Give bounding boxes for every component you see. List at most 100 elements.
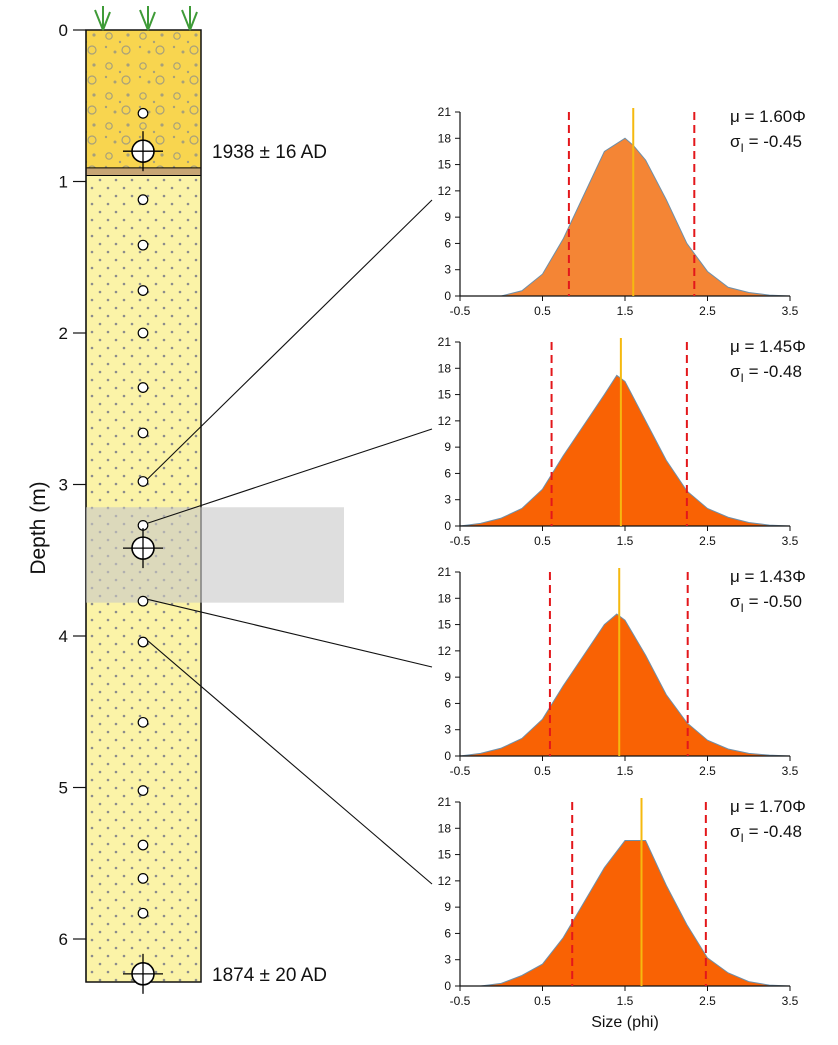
sample-point <box>137 636 149 648</box>
sample-point <box>137 194 149 206</box>
x-tick-label: 2.5 <box>699 304 716 318</box>
sorting-stat-label: σI = -0.48 <box>730 362 802 385</box>
y-tick-label: 15 <box>438 848 452 862</box>
sample-connector-line <box>146 598 433 668</box>
sample-point <box>137 785 149 796</box>
depth-tick-label: 4 <box>59 627 68 646</box>
sample-point <box>137 716 149 728</box>
sample-connector-line <box>146 639 433 885</box>
x-tick-label: 2.5 <box>699 764 716 778</box>
y-tick-label: 12 <box>438 184 452 198</box>
grain-size-chart-2: 0 3 6 9 12 15 18 21 -0.5 0.5 1.5 2.5 3.5 μ = 1.45Φ σI … <box>438 335 806 548</box>
y-tick-label: 18 <box>438 361 452 375</box>
mean-stat-label: μ = 1.43Φ <box>730 567 806 586</box>
sample-point <box>137 285 149 296</box>
dated-sample-marker <box>123 131 163 172</box>
sigma-subscript: I <box>741 831 744 845</box>
y-tick-label: 12 <box>438 644 452 658</box>
sorting-value: = -0.48 <box>744 362 802 381</box>
y-tick-label: 0 <box>444 749 451 763</box>
y-tick-label: 21 <box>438 105 452 119</box>
y-tick-label: 18 <box>438 821 452 835</box>
y-tick-label: 21 <box>438 795 452 809</box>
y-tick-label: 6 <box>444 696 451 710</box>
dated-sample-marker <box>123 953 163 994</box>
y-tick-label: 12 <box>438 874 452 888</box>
y-tick-label: 12 <box>438 414 452 428</box>
x-tick-label: -0.5 <box>450 994 471 1008</box>
distribution-area <box>460 137 791 297</box>
x-tick-label: 3.5 <box>782 304 799 318</box>
grain-size-chart-1: 0 3 6 9 12 15 18 21 -0.5 0.5 1.5 2.5 3.5 μ = 1.60Φ σI … <box>438 105 806 318</box>
depth-tick-label: 6 <box>59 930 68 949</box>
sigma-symbol: σ <box>730 132 741 151</box>
y-tick-label: 3 <box>444 493 451 507</box>
y-tick-label: 6 <box>444 466 451 480</box>
depth-tick-label: 0 <box>59 21 68 40</box>
x-tick-label: 3.5 <box>782 764 799 778</box>
x-tick-label: 0.5 <box>534 534 551 548</box>
y-tick-label: 3 <box>444 953 451 967</box>
y-tick-label: 15 <box>438 388 452 402</box>
age-label: 1938 ± 16 AD <box>212 142 327 163</box>
distribution-area <box>460 840 791 987</box>
sorting-stat-label: σI = -0.45 <box>730 132 802 155</box>
y-tick-label: 9 <box>444 900 451 914</box>
y-tick-label: 18 <box>438 131 452 145</box>
x-tick-label: 1.5 <box>617 534 634 548</box>
sample-point <box>137 476 149 487</box>
grass-tuft-1 <box>94 6 111 31</box>
x-tick-label: 0.5 <box>534 994 551 1008</box>
sigma-subscript: I <box>741 601 744 615</box>
y-tick-label: 15 <box>438 618 452 632</box>
mean-stat-label: μ = 1.70Φ <box>730 797 806 816</box>
sample-point <box>137 427 149 439</box>
highlight-band <box>86 507 344 603</box>
y-tick-label: 21 <box>438 565 452 579</box>
mean-stat-label: μ = 1.60Φ <box>730 107 806 126</box>
grain-size-chart-3: 0 3 6 9 12 15 18 21 -0.5 0.5 1.5 2.5 3.5 μ = 1.43Φ σI … <box>438 565 806 778</box>
sorting-value: = -0.45 <box>744 132 802 151</box>
depth-tick-label: 1 <box>59 173 68 192</box>
x-tick-label: 2.5 <box>699 534 716 548</box>
y-tick-label: 9 <box>444 670 451 684</box>
x-tick-label: 0.5 <box>534 764 551 778</box>
depth-tick-label: 5 <box>59 779 68 798</box>
depth-tick-label: 2 <box>59 324 68 343</box>
sigma-subscript: I <box>741 371 744 385</box>
depth-axis-label: Depth (m) <box>27 481 50 574</box>
x-tick-label: 0.5 <box>534 304 551 318</box>
sample-point <box>137 873 149 884</box>
sigma-symbol: σ <box>730 822 741 841</box>
x-tick-label: 3.5 <box>782 994 799 1008</box>
x-tick-label: 3.5 <box>782 534 799 548</box>
sample-point <box>137 839 149 851</box>
sorting-stat-label: σI = -0.50 <box>730 592 802 615</box>
sorting-value: = -0.50 <box>744 592 802 611</box>
distribution-area <box>459 374 791 527</box>
y-tick-label: 6 <box>444 236 451 250</box>
grass-tuft-3 <box>181 6 198 31</box>
y-tick-label: 3 <box>444 263 451 277</box>
y-tick-label: 0 <box>444 979 451 993</box>
y-tick-label: 0 <box>444 289 451 303</box>
sigma-symbol: σ <box>730 592 741 611</box>
grass-tuft-2 <box>139 6 156 31</box>
x-tick-label: 1.5 <box>617 764 634 778</box>
sample-point <box>137 239 149 251</box>
y-tick-label: 9 <box>444 210 451 224</box>
y-tick-label: 0 <box>444 519 451 533</box>
distribution-area <box>459 613 791 757</box>
sorting-stat-label: σI = -0.48 <box>730 822 802 845</box>
grain-size-charts: 0 3 6 9 12 15 18 21 -0.5 0.5 1.5 2.5 3.5 μ = 1.60Φ σI … <box>438 105 806 1031</box>
sample-connectors <box>146 199 433 885</box>
sample-connector-line <box>146 199 433 480</box>
sample-point <box>137 907 149 919</box>
sigma-symbol: σ <box>730 362 741 381</box>
sample-point <box>137 107 149 119</box>
x-tick-label: -0.5 <box>450 304 471 318</box>
sample-connector-line <box>146 428 433 524</box>
x-tick-label: -0.5 <box>450 534 471 548</box>
sorting-value: = -0.48 <box>744 822 802 841</box>
